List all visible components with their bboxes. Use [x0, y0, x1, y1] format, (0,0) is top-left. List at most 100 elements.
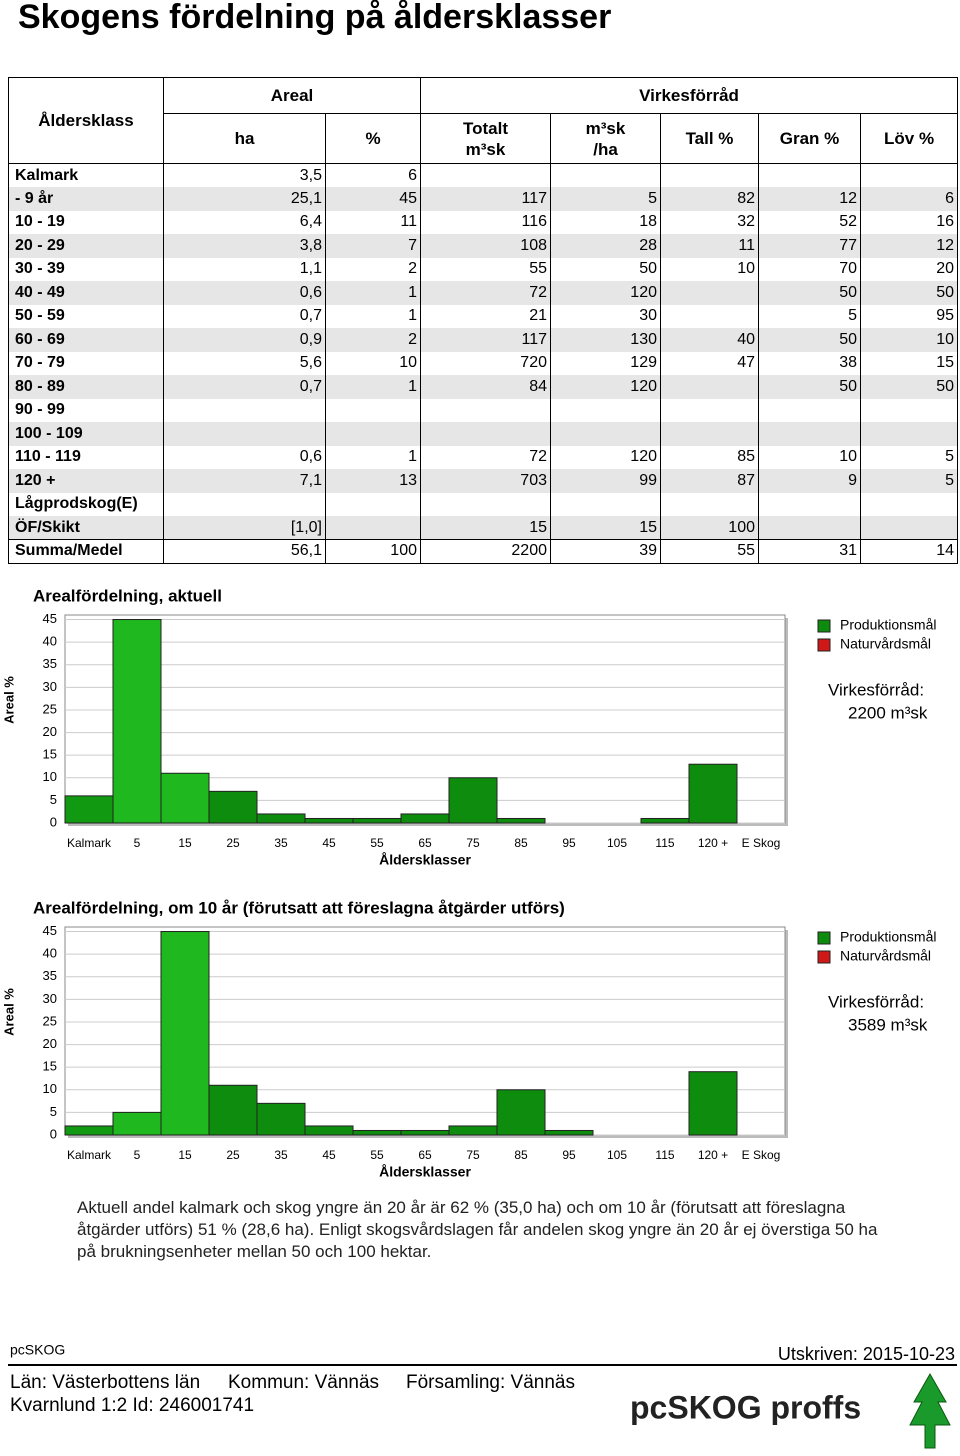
table-cell: 116 [420, 210, 551, 234]
header-cell: Åldersklass [8, 77, 164, 164]
table-row: - 9 år 25,1 45 117 5 82 12 6 [8, 187, 959, 211]
y-tick-label: 45 [43, 611, 57, 626]
table-cell [758, 516, 861, 540]
bar [256, 1102, 306, 1136]
table-cell: 16 [859, 210, 959, 234]
table-cell: 2200 [420, 539, 551, 564]
header-cell: Totalt m³sk [420, 113, 551, 164]
x-tick-label: 45 [322, 1148, 336, 1162]
table-cell: 72 [420, 281, 551, 305]
table-cell: 11 [660, 234, 759, 258]
y-tick-label: 45 [43, 923, 57, 938]
bar [352, 817, 402, 824]
table-cell: 13 [325, 469, 421, 493]
table-cell: 30 - 39 [8, 257, 164, 281]
y-tick-label: 40 [43, 946, 57, 961]
table-cell: 7 [325, 234, 421, 258]
chart-title: Arealfördelning, aktuell [33, 586, 222, 605]
table-cell: 3,5 [163, 163, 326, 187]
x-tick-label: 15 [178, 1148, 192, 1162]
x-tick-label: 95 [562, 1148, 576, 1162]
annotation-value: 2200 m³sk [848, 703, 928, 722]
table-cell: 40 - 49 [8, 281, 164, 305]
table-cell: 12 [859, 234, 959, 258]
x-tick-label: 105 [607, 836, 627, 850]
bar [544, 1129, 594, 1136]
bar [256, 813, 306, 824]
x-tick-label: 120 + [698, 1148, 728, 1162]
table-cell: 99 [550, 469, 661, 493]
legend-label: Produktionsmål [840, 617, 937, 633]
table-row: 20 - 29 3,8 7 108 28 11 77 12 [8, 234, 959, 258]
table-cell [660, 281, 759, 305]
bar [112, 619, 162, 824]
x-tick-label: 120 + [698, 836, 728, 850]
bar [688, 1071, 738, 1136]
table-cell [420, 422, 551, 446]
table-cell: 45 [325, 187, 421, 211]
bar [64, 795, 114, 824]
bar [160, 772, 210, 824]
bar [400, 1129, 450, 1136]
table-cell: 6 [859, 187, 959, 211]
x-tick-label: 65 [418, 1148, 432, 1162]
table-row: 60 - 69 0,9 2 117 130 40 50 10 [8, 328, 959, 352]
table-cell: 10 [758, 445, 861, 469]
table-cell: 28 [550, 234, 661, 258]
legend-swatch [817, 950, 831, 964]
table-cell: 50 [758, 328, 861, 352]
header-row: ha% Totalt m³sk m³sk /ha Tall % Gran % Löv % [9, 113, 959, 164]
header-cell: Areal [163, 77, 421, 114]
table-cell: 50 [758, 281, 861, 305]
y-tick-label: 5 [50, 1104, 57, 1119]
table-cell: Kalmark [8, 163, 164, 187]
header-cell: ha [163, 113, 326, 164]
y-axis-label: Areal % [1, 676, 16, 724]
y-tick-label: 0 [50, 814, 57, 829]
table-cell: 5 [859, 469, 959, 493]
table-cell: 70 - 79 [8, 351, 164, 375]
table-cell: ÖF/Skikt [8, 516, 164, 540]
table-cell: 20 - 29 [8, 234, 164, 258]
x-tick-label: 25 [226, 1148, 240, 1162]
y-tick-label: 15 [43, 1059, 57, 1074]
table-cell [660, 375, 759, 399]
table-cell: 31 [758, 539, 861, 564]
x-tick-label: 5 [134, 836, 141, 850]
header-cell: % [325, 113, 421, 164]
bar [304, 1125, 354, 1136]
table-cell [859, 516, 959, 540]
table-cell: 18 [550, 210, 661, 234]
table-row: 30 - 39 1,1 2 55 50 10 70 20 [8, 257, 959, 281]
table-row: ÖF/Skikt [1,0] 15 15 100 [8, 516, 959, 540]
y-tick-label: 35 [43, 968, 57, 983]
table-cell: 120 [550, 281, 661, 305]
table-cell: 15 [420, 516, 551, 540]
x-tick-label: 75 [466, 836, 480, 850]
table-cell: 60 - 69 [8, 328, 164, 352]
header-cell: Virkesförråd [419, 77, 959, 114]
legend-label: Naturvårdsmål [840, 636, 931, 652]
annotation-label: Virkesförråd: [828, 992, 924, 1011]
table-cell: 50 [550, 257, 661, 281]
y-tick-label: 20 [43, 724, 57, 739]
table-cell: 15 [550, 516, 661, 540]
x-tick-label: 35 [274, 836, 288, 850]
table-cell [325, 422, 421, 446]
table-cell [859, 163, 959, 187]
x-tick-label: 85 [514, 836, 528, 850]
chart-title: Arealfördelning, om 10 år (förutsatt att… [33, 898, 565, 917]
table-row: Kalmark 3,5 6 [8, 163, 959, 187]
x-tick-label: 105 [607, 1148, 627, 1162]
table-cell: 100 - 109 [8, 422, 164, 446]
table-cell: 10 [325, 351, 421, 375]
x-tick-label: 5 [134, 1148, 141, 1162]
y-tick-label: 10 [43, 1081, 57, 1096]
legend-swatch [817, 619, 831, 633]
table-cell: 95 [859, 304, 959, 328]
table-cell: Lågprodskog(E) [8, 492, 164, 516]
bar [112, 1111, 162, 1136]
table-row: 40 - 49 0,6 1 72 120 50 50 [8, 281, 959, 305]
bar [496, 1089, 546, 1136]
